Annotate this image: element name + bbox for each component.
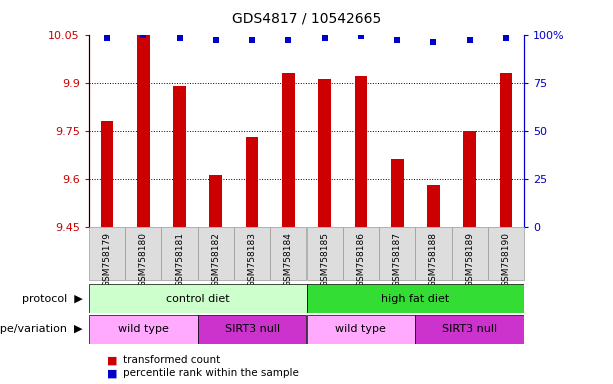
Bar [306,284,524,313]
Point [247,37,257,43]
Bar [416,227,452,280]
Bar [89,227,125,280]
Point [102,35,112,41]
Bar [452,227,488,280]
Bar [306,227,343,280]
Text: ■: ■ [107,355,118,365]
Text: SIRT3 null: SIRT3 null [224,324,280,334]
Text: transformed count: transformed count [123,355,220,365]
Text: GSM758188: GSM758188 [429,232,438,287]
Bar [173,86,186,227]
Point [356,33,366,40]
Text: GSM758184: GSM758184 [284,232,293,287]
Text: percentile rank within the sample: percentile rank within the sample [123,368,299,378]
Text: GSM758179: GSM758179 [102,232,112,287]
Bar [318,79,331,227]
Text: GSM758180: GSM758180 [139,232,148,287]
Point [283,37,293,43]
Text: GDS4817 / 10542665: GDS4817 / 10542665 [232,12,381,25]
Text: GSM758186: GSM758186 [356,232,365,287]
Text: GSM758183: GSM758183 [248,232,257,287]
Text: wild type: wild type [118,324,169,334]
Text: GSM758187: GSM758187 [393,232,402,287]
Text: protocol  ▶: protocol ▶ [22,293,83,304]
Text: control diet: control diet [166,293,229,304]
Point [320,35,330,41]
Bar [246,137,259,227]
Bar [125,227,161,280]
Bar [391,159,403,227]
Bar [379,227,416,280]
Bar [161,227,197,280]
Point [465,37,474,43]
Bar [89,315,197,344]
Text: GSM758185: GSM758185 [320,232,329,287]
Point [501,35,511,41]
Bar [416,315,524,344]
Bar [306,315,416,344]
Bar [197,227,234,280]
Bar [282,73,295,227]
Bar [354,76,367,227]
Bar [197,315,306,344]
Text: genotype/variation  ▶: genotype/variation ▶ [0,324,83,334]
Bar [101,121,113,227]
Point [139,31,148,38]
Text: GSM758182: GSM758182 [211,232,220,287]
Point [211,37,221,43]
Bar [137,35,150,227]
Text: high fat diet: high fat diet [381,293,449,304]
Text: ■: ■ [107,368,118,378]
Bar [234,227,270,280]
Text: GSM758189: GSM758189 [465,232,474,287]
Bar [488,227,524,280]
Point [428,39,438,45]
Text: GSM758190: GSM758190 [501,232,511,287]
Bar [210,175,222,227]
Bar [270,227,306,280]
Bar [343,227,379,280]
Text: wild type: wild type [335,324,386,334]
Text: SIRT3 null: SIRT3 null [442,324,497,334]
Bar [463,131,476,227]
Point [392,37,402,43]
Text: GSM758181: GSM758181 [175,232,184,287]
Bar [427,185,440,227]
Point [175,35,185,41]
Bar [500,73,512,227]
Bar [89,284,306,313]
